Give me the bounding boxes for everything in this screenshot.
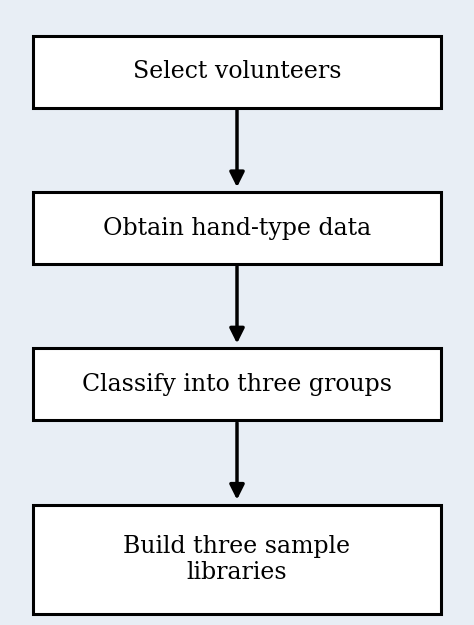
Text: Classify into three groups: Classify into three groups xyxy=(82,373,392,396)
FancyBboxPatch shape xyxy=(33,349,441,420)
Text: Obtain hand-type data: Obtain hand-type data xyxy=(103,217,371,239)
Text: Build three sample
libraries: Build three sample libraries xyxy=(123,534,351,584)
FancyBboxPatch shape xyxy=(33,192,441,264)
FancyBboxPatch shape xyxy=(33,505,441,614)
FancyBboxPatch shape xyxy=(33,36,441,108)
Text: Select volunteers: Select volunteers xyxy=(133,61,341,83)
